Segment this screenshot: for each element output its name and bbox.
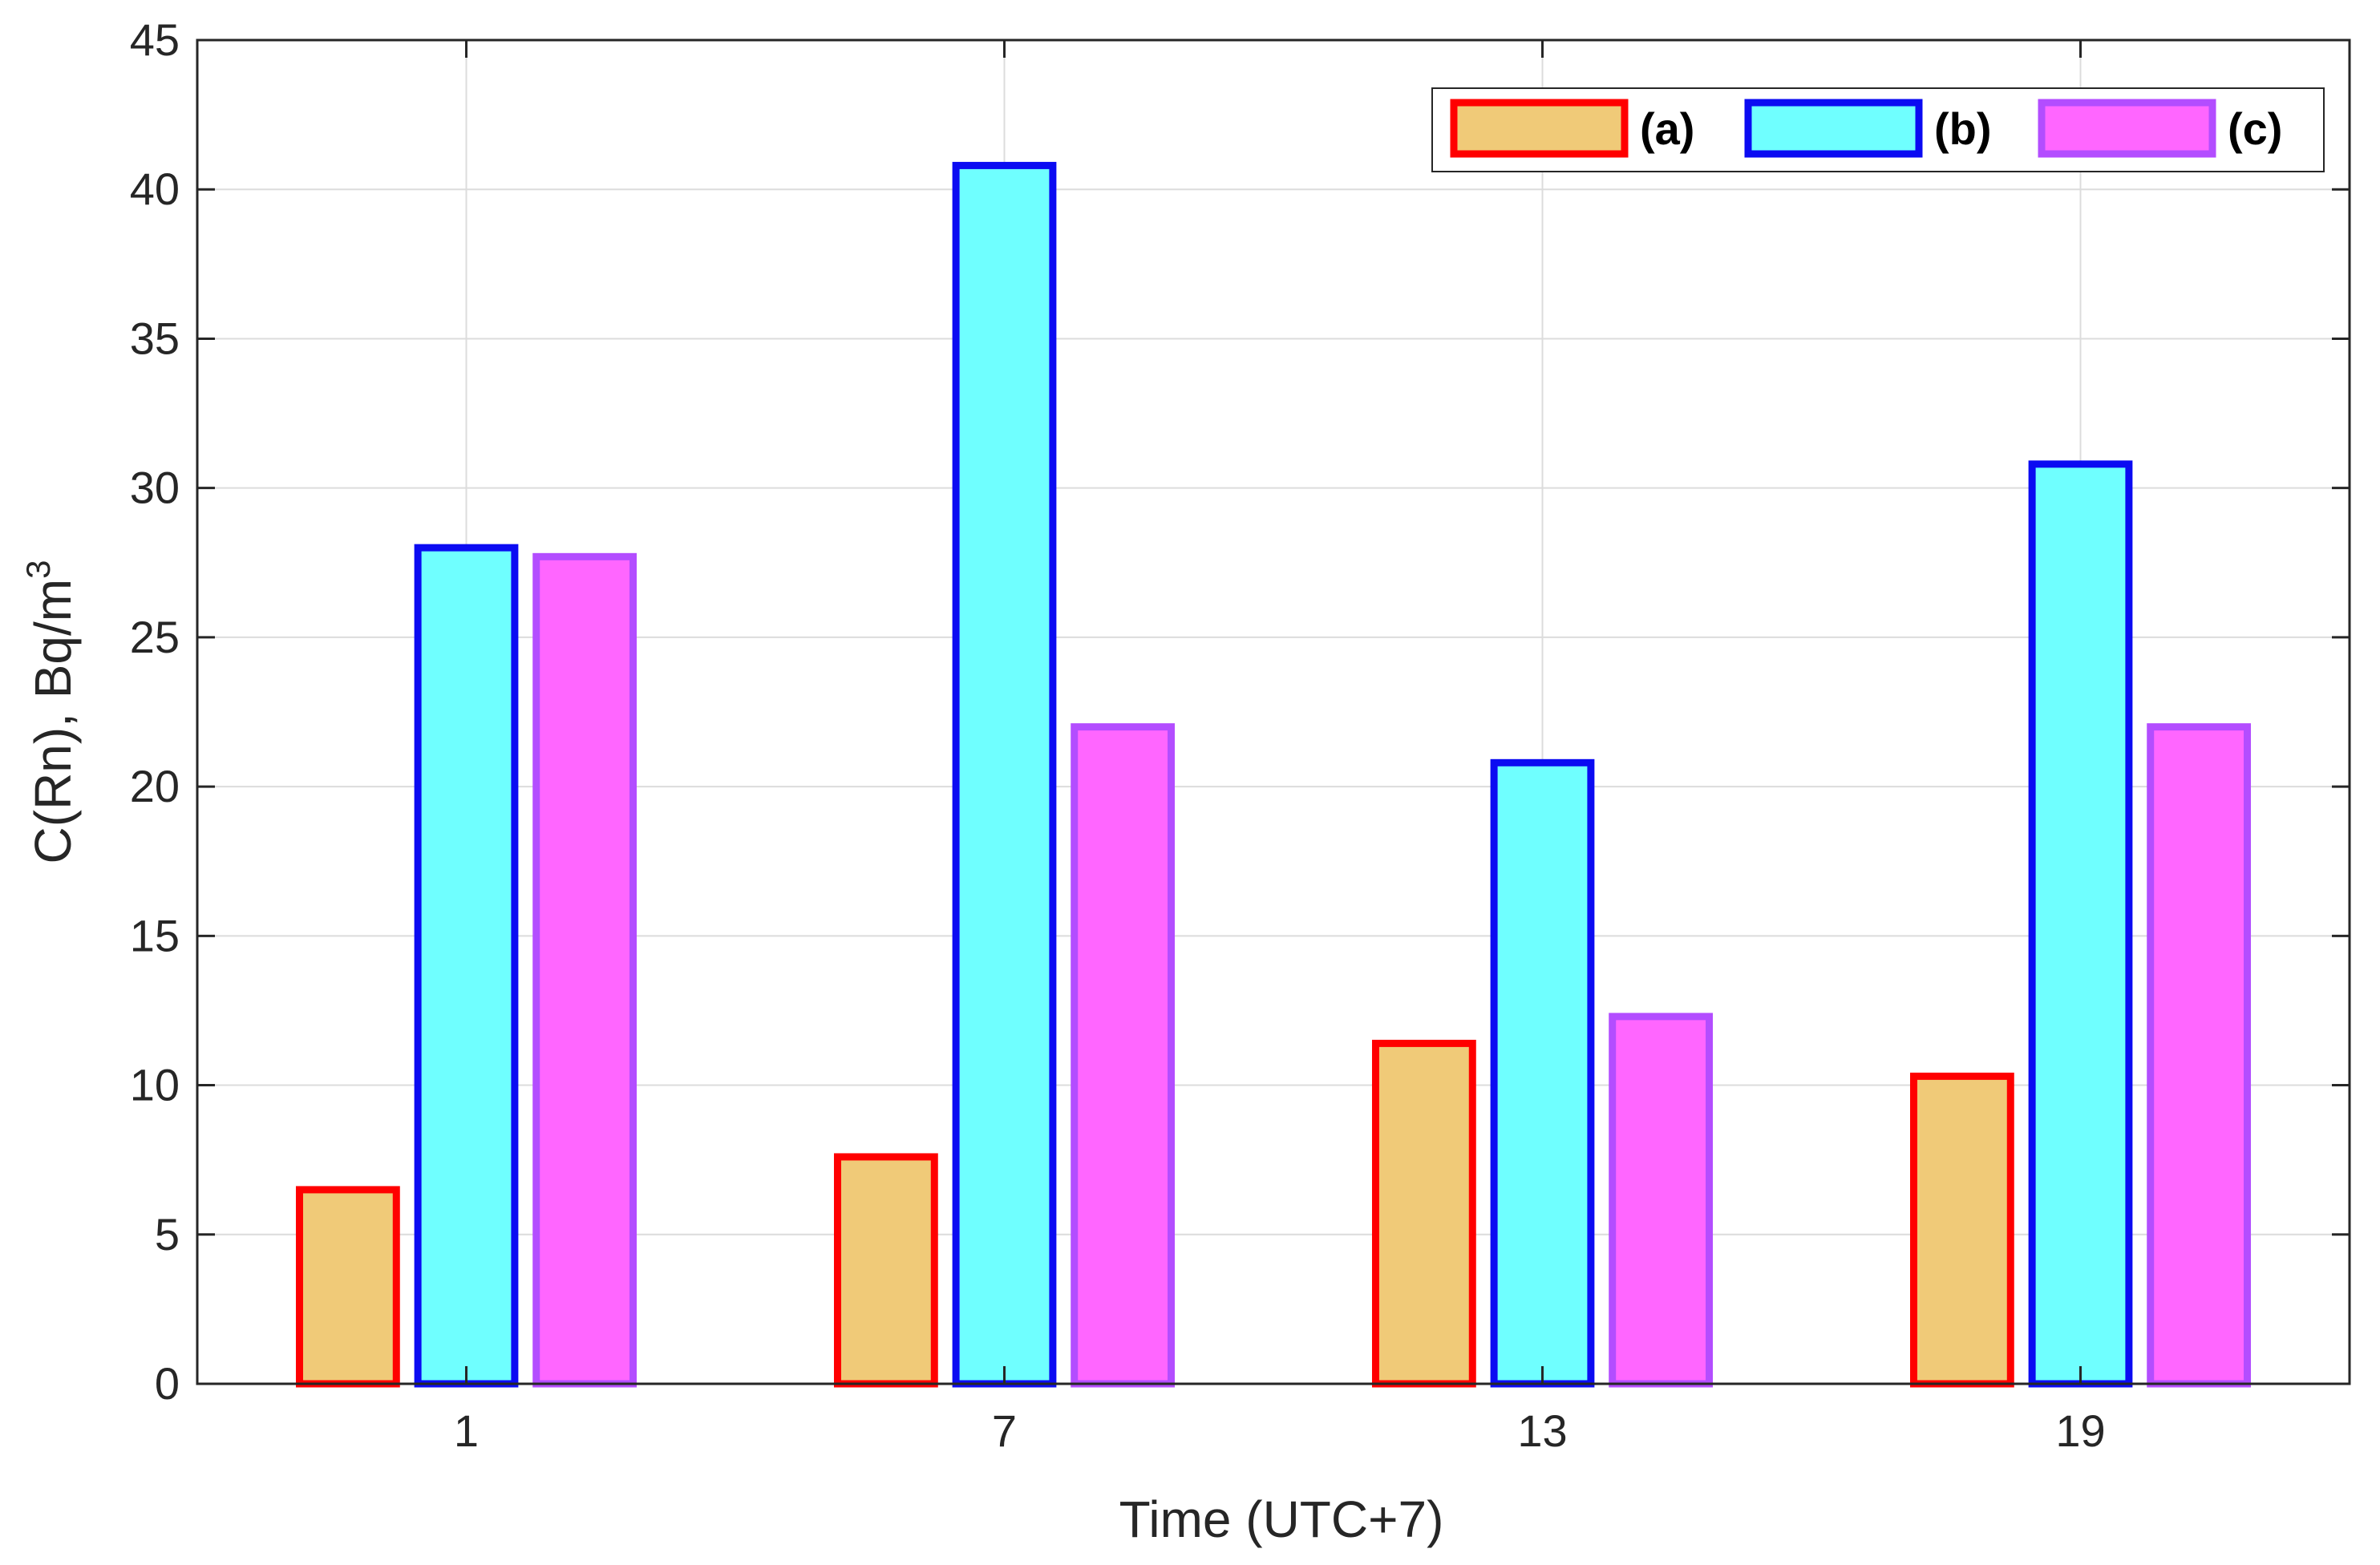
legend-swatch <box>2038 99 2216 158</box>
x-tick-label: 7 <box>992 1405 1017 1456</box>
legend-label: (b) <box>1934 103 1992 154</box>
y-axis-title-superscript: 3 <box>19 560 57 579</box>
axis-ticks <box>197 38 2350 1385</box>
bar-series-2-cat-7 <box>952 161 1057 1388</box>
y-tick-label: 5 <box>155 1209 180 1260</box>
y-axis-tick-labels: 0 5 10 15 20 25 30 35 40 45 <box>130 14 180 1409</box>
grid-lines <box>197 40 2350 1384</box>
x-axis-title: Time (UTC+7) <box>1119 1490 1444 1548</box>
y-tick-label: 35 <box>130 313 180 363</box>
y-axis-title: C(Rn), Bq/m3 <box>19 560 82 864</box>
y-tick-label: 10 <box>130 1060 180 1110</box>
bar-series-1-cat-1 <box>295 1186 400 1388</box>
y-tick-label: 30 <box>130 463 180 513</box>
y-tick-label: 25 <box>130 612 180 662</box>
plot-frame <box>196 38 2351 1385</box>
legend: (a) (b) (c) <box>1431 87 2325 172</box>
bar-series-3-cat-13 <box>1609 1013 1714 1388</box>
legend-label: (c) <box>2228 103 2282 154</box>
bar-series-2-cat-13 <box>1490 758 1595 1388</box>
x-tick-label: 19 <box>2055 1405 2105 1456</box>
bar-series-2-cat-1 <box>414 544 519 1388</box>
x-tick-label: 13 <box>1517 1405 1567 1456</box>
legend-swatch <box>1450 99 1629 158</box>
bars <box>295 161 2252 1388</box>
bar-series-3-cat-19 <box>2147 723 2252 1388</box>
y-tick-label: 20 <box>130 761 180 811</box>
y-tick-label: 40 <box>130 164 180 214</box>
bar-series-1-cat-13 <box>1371 1039 1476 1388</box>
y-tick-label: 15 <box>130 910 180 960</box>
legend-swatch <box>1744 99 1923 158</box>
y-axis-title-main: C(Rn), Bq/m <box>24 579 82 864</box>
bar-series-2-cat-19 <box>2028 460 2133 1388</box>
y-tick-label: 0 <box>155 1358 180 1409</box>
bar-series-3-cat-7 <box>1071 723 1176 1388</box>
x-tick-label: 1 <box>454 1405 479 1456</box>
x-axis-tick-labels: 1 7 13 19 <box>454 1405 2106 1456</box>
y-tick-label: 45 <box>130 14 180 65</box>
legend-label: (a) <box>1640 103 1694 154</box>
bar-series-1-cat-7 <box>833 1153 938 1388</box>
bar-series-1-cat-19 <box>1909 1072 2014 1388</box>
bar-series-3-cat-1 <box>532 552 638 1388</box>
